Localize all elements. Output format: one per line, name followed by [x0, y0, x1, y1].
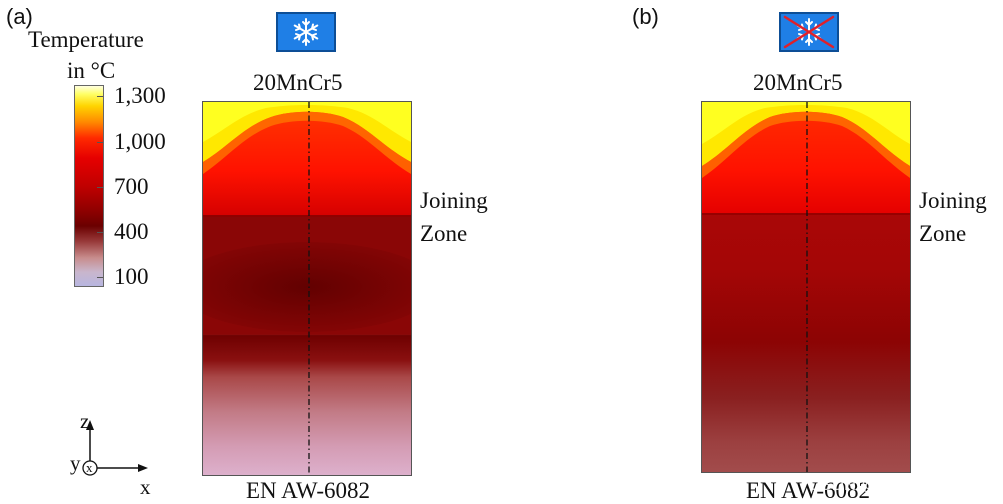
axis-x-label: x — [140, 475, 151, 499]
panel-a-bottom-material: EN AW-6082 — [246, 478, 371, 503]
axis-x-marker: x — [86, 460, 93, 475]
panel-b-bottom-material: EN AW-6082 — [746, 478, 871, 503]
colorbar-tick-100: 100 — [114, 264, 149, 289]
axis-y-label: y — [70, 451, 81, 475]
panel-a-zone-label-line1: Joining — [420, 188, 488, 213]
colorbar-tickmark — [97, 187, 103, 188]
colorbar-tickmark — [97, 277, 103, 278]
temperature-colorbar — [74, 85, 104, 287]
coordinate-axes — [60, 408, 160, 498]
colorbar-title-line2: in °C — [67, 58, 116, 83]
panel-a-label: (a) — [6, 4, 33, 29]
colorbar-tick-400: 400 — [114, 219, 149, 244]
colorbar-tickmark — [97, 96, 103, 97]
colorbar-tick-1300: 1,300 — [114, 83, 166, 108]
panel-b-zone-label-line1: Joining — [919, 188, 987, 213]
colorbar-tickmark — [97, 232, 103, 233]
panel-b-specimen — [701, 101, 911, 473]
colorbar-tick-1000: 1,000 — [114, 129, 166, 154]
snowflake-crossed-icon — [779, 12, 839, 52]
panel-b-top-material: 20MnCr5 — [753, 70, 843, 95]
snowflake-icon — [276, 12, 336, 52]
panel-a-specimen — [202, 101, 412, 476]
colorbar-tickmark — [97, 142, 103, 143]
panel-b-zone-label-line2: Zone — [919, 221, 967, 246]
axis-z-label: z — [80, 409, 90, 433]
panel-a-zone-label-line2: Zone — [420, 221, 468, 246]
panel-a-top-material: 20MnCr5 — [253, 70, 343, 95]
watermark: CSDN @m0_68961828 — [808, 475, 987, 494]
colorbar-tick-700: 700 — [114, 174, 149, 199]
colorbar-title-line1: Temperature — [28, 27, 144, 52]
panel-b-label: (b) — [632, 4, 659, 29]
